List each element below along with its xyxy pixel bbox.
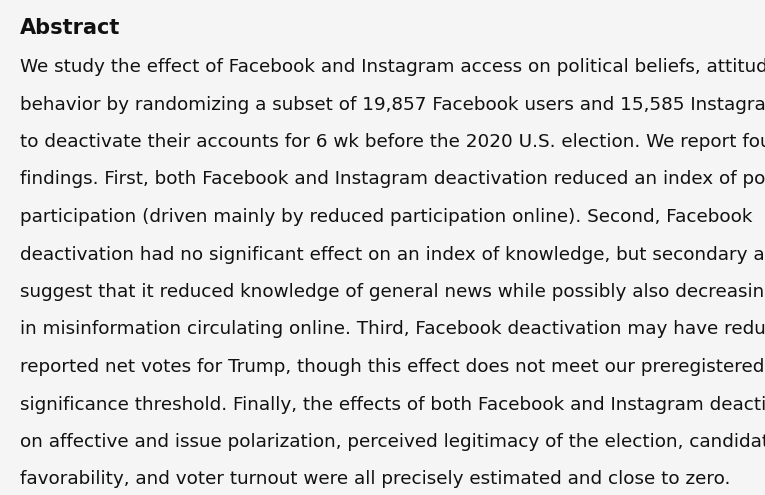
Text: deactivation had no significant effect on an index of knowledge, but secondary a: deactivation had no significant effect o… bbox=[20, 246, 765, 263]
Text: findings. First, both Facebook and Instagram deactivation reduced an index of po: findings. First, both Facebook and Insta… bbox=[20, 170, 765, 189]
Text: participation (driven mainly by reduced participation online). Second, Facebook: participation (driven mainly by reduced … bbox=[20, 208, 753, 226]
Text: on affective and issue polarization, perceived legitimacy of the election, candi: on affective and issue polarization, per… bbox=[20, 433, 765, 451]
Text: reported net votes for Trump, though this effect does not meet our preregistered: reported net votes for Trump, though thi… bbox=[20, 358, 764, 376]
Text: favorability, and voter turnout were all precisely estimated and close to zero.: favorability, and voter turnout were all… bbox=[20, 471, 731, 489]
Text: to deactivate their accounts for 6 wk before the 2020 U.S. election. We report f: to deactivate their accounts for 6 wk be… bbox=[20, 133, 765, 151]
Text: Abstract: Abstract bbox=[20, 18, 120, 38]
Text: significance threshold. Finally, the effects of both Facebook and Instagram deac: significance threshold. Finally, the eff… bbox=[20, 396, 765, 413]
Text: in misinformation circulating online. Third, Facebook deactivation may have redu: in misinformation circulating online. Th… bbox=[20, 320, 765, 339]
Text: behavior by randomizing a subset of 19,857 Facebook users and 15,585 Instagram u: behavior by randomizing a subset of 19,8… bbox=[20, 96, 765, 113]
Text: suggest that it reduced knowledge of general news while possibly also decreasing: suggest that it reduced knowledge of gen… bbox=[20, 283, 765, 301]
Text: We study the effect of Facebook and Instagram access on political beliefs, attit: We study the effect of Facebook and Inst… bbox=[20, 58, 765, 76]
